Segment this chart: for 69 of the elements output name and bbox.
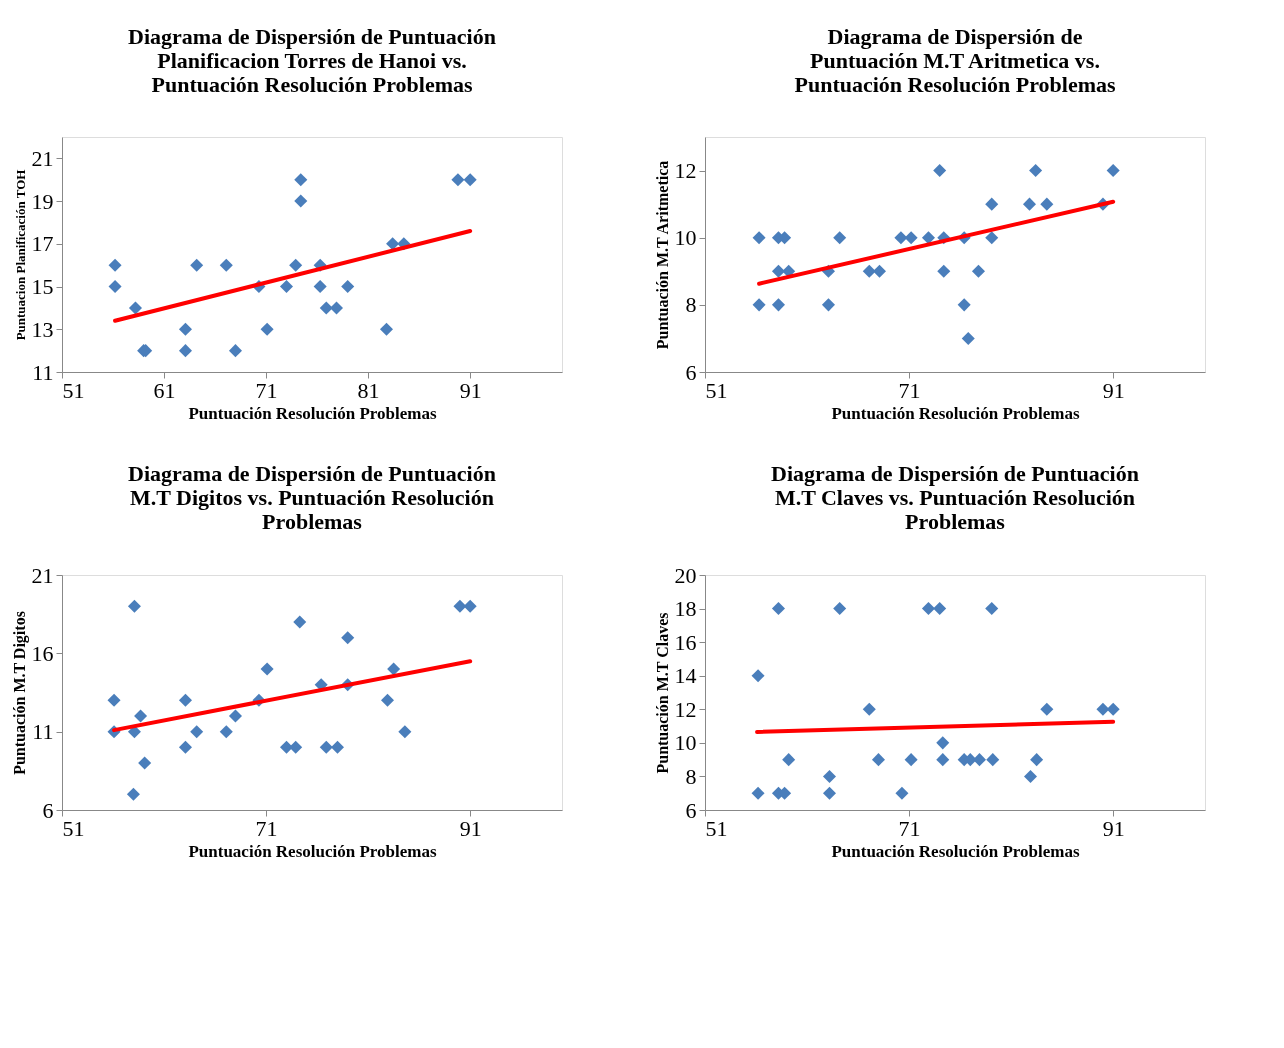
x-axis-title: Puntuación Resolución Problemas [188, 841, 437, 861]
point [386, 237, 400, 251]
x-tick-label: 51 [705, 815, 728, 841]
point [451, 173, 465, 187]
point [289, 258, 303, 272]
point [279, 280, 294, 294]
x-tick-label: 51 [62, 377, 85, 403]
y-tick-label: 21 [31, 562, 54, 588]
y-tick-label: 16 [674, 629, 697, 655]
x-axis-title: Puntuación Resolución Problemas [831, 403, 1080, 423]
y-axis-title: Puntuación M.T Aritmetica [653, 160, 671, 350]
y-tick-label: 10 [674, 225, 697, 251]
x-tick-label: 71 [255, 815, 278, 841]
y-tick-label: 11 [32, 359, 54, 385]
y-tick-label: 14 [674, 663, 697, 689]
y-tick-label: 8 [685, 763, 697, 789]
y-tick-label: 18 [674, 596, 697, 622]
point [219, 258, 233, 272]
point [108, 280, 122, 294]
y-tick-label: 12 [674, 696, 697, 722]
y-axis-title: Puntuación M.T Claves [653, 612, 671, 774]
y-tick-label: 15 [31, 274, 54, 300]
point [329, 301, 344, 315]
y-tick-label: 6 [685, 359, 697, 385]
point [108, 258, 122, 272]
y-tick-label: 6 [685, 797, 697, 823]
point [294, 194, 308, 208]
y-tick-label: 17 [31, 231, 54, 257]
point [178, 344, 192, 358]
chart-title: Diagrama de Dispersión de Puntuación Planificacion Torres de Hanoi vs. Puntuación Resolución Problemas [128, 24, 496, 97]
point [379, 322, 394, 336]
point [294, 173, 308, 187]
x-tick-label: 91 [459, 377, 482, 403]
x-tick-label: 81 [357, 377, 380, 403]
y-tick-label: 20 [674, 562, 697, 588]
x-tick-label: 61 [153, 377, 176, 403]
y-tick-label: 21 [31, 145, 54, 171]
point [178, 322, 192, 336]
point [313, 280, 327, 294]
x-tick-label: 71 [255, 377, 278, 403]
y-tick-label: 10 [674, 730, 697, 756]
y-tick-label: 8 [685, 292, 697, 318]
x-axis-title: Puntuación Resolución Problemas [188, 403, 437, 423]
chart-title: Diagrama de Dispersión de Puntuación M.T Digitos vs. Puntuación Resolución Problemas [128, 461, 496, 534]
chart-title: Diagrama de Dispersión de Puntuación M.T Claves vs. Puntuación Resolución Problemas [771, 461, 1139, 534]
x-tick-label: 51 [705, 377, 728, 403]
x-tick-label: 71 [898, 377, 921, 403]
x-tick-label: 91 [1102, 377, 1125, 403]
y-tick-label: 12 [674, 158, 697, 184]
point [341, 280, 355, 294]
chart-title: Diagrama de Dispersión de Puntuación M.T Aritmetica vs. Puntuación Resolución Problemas [794, 24, 1116, 97]
point [190, 258, 204, 272]
x-tick-label: 91 [1102, 815, 1125, 841]
point [319, 301, 333, 315]
x-tick-label: 91 [459, 815, 482, 841]
y-tick-label: 11 [32, 719, 54, 745]
y-tick-label: 16 [31, 640, 54, 666]
y-axis-title: Puntuación M.T Digitos [10, 611, 29, 775]
y-axis-title: Puntuacion Planificación TOH [12, 169, 28, 341]
x-tick-label: 71 [898, 815, 921, 841]
x-tick-label: 51 [62, 815, 85, 841]
point [128, 301, 142, 315]
y-tick-label: 6 [42, 797, 54, 823]
point [260, 322, 274, 336]
point [228, 344, 242, 358]
x-axis-title: Puntuación Resolución Problemas [831, 841, 1080, 861]
point [463, 173, 477, 187]
y-tick-label: 19 [31, 188, 54, 214]
y-tick-label: 13 [31, 316, 54, 342]
